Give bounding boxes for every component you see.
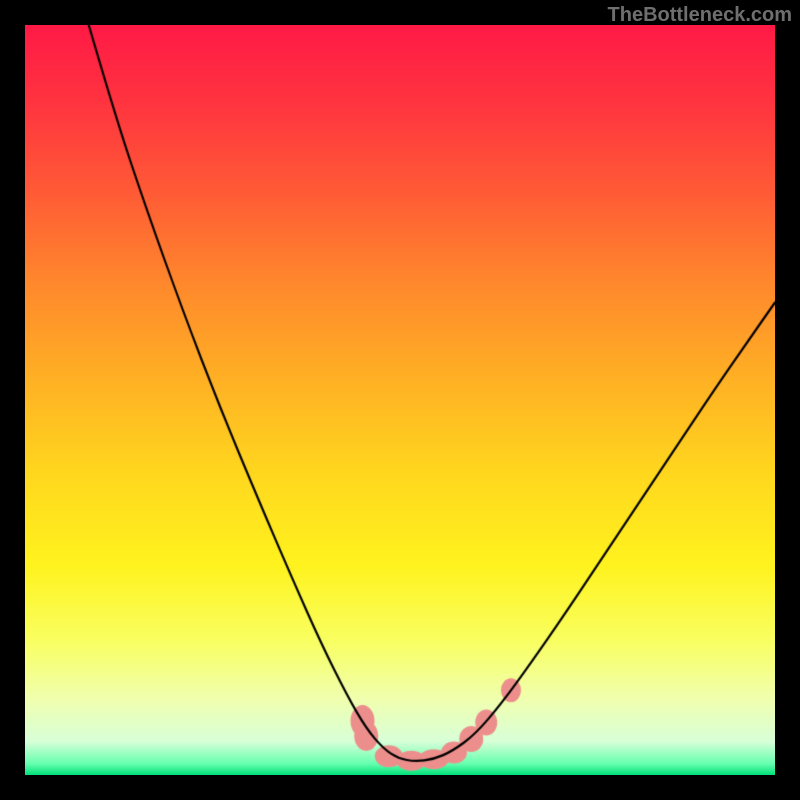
bottleneck-curve xyxy=(25,25,775,775)
chart-container: TheBottleneck.com xyxy=(0,0,800,800)
plot-area xyxy=(25,25,775,775)
watermark-text: TheBottleneck.com xyxy=(608,4,792,27)
